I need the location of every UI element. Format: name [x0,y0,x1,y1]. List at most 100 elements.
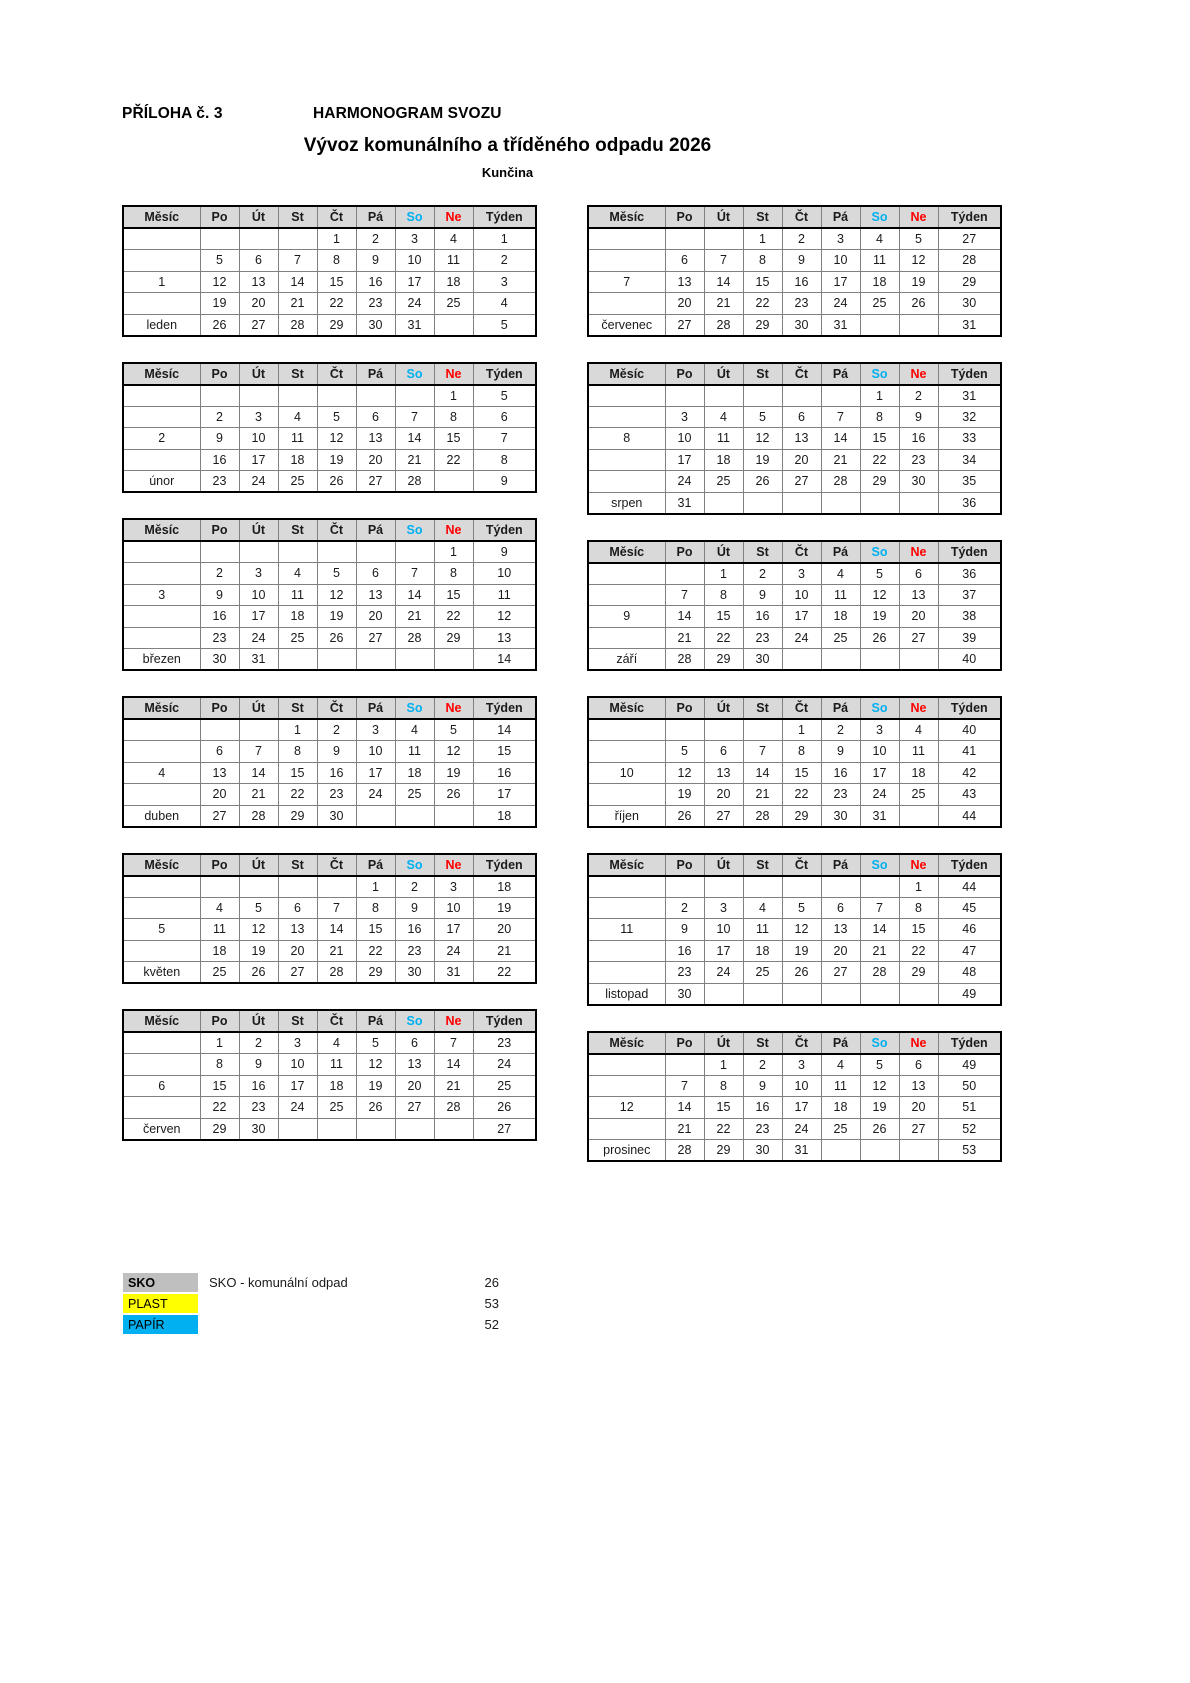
day-cell-empty [433,804,474,827]
day-cell: 13 [355,427,396,450]
column-header-sun: Ne [433,205,474,229]
day-cell: 30 [238,1117,279,1140]
week-number-cell: 31 [937,384,1002,407]
month-table-12: Měsíc Po Út St Čt Pá So Ne Týden 1 2 3 4 5 6 49 7 8 9 10 11 1… [587,1030,1002,1162]
week-number-cell: 7 [472,427,537,450]
week-number-cell: 49 [937,1053,1002,1076]
week-number-cell: 9 [472,540,537,563]
day-cell-empty [664,227,705,250]
day-cell: 6 [898,1053,939,1076]
month-label-spacer [587,783,666,806]
day-cell: 25 [859,292,900,315]
day-cell: 10 [277,1053,318,1076]
day-cell: 27 [394,1096,435,1119]
week-row: 20 21 22 23 24 25 26 30 [587,292,1002,315]
month-label-spacer [587,1053,666,1076]
day-cell: 22 [433,448,474,471]
day-cell-empty [898,804,939,827]
day-cell: 24 [238,470,279,493]
day-cell: 3 [355,718,396,741]
day-cell-empty [703,491,744,514]
day-cell: 8 [703,583,744,606]
week-row: 19 20 21 22 23 24 25 43 [587,783,1002,806]
day-cell: 19 [859,1096,900,1119]
day-cell: 14 [433,1053,474,1076]
week-number-cell: 23 [472,1031,537,1054]
week-row: 8 10 11 12 13 14 15 16 33 [587,427,1002,450]
month-name-cell: březen [122,648,201,671]
day-cell: 28 [859,961,900,984]
month-table-3: Měsíc Po Út St Čt Pá So Ne Týden 1 9 2 3 4 5 6 7 8 10 3 9 10 1… [122,518,537,671]
column-header-wed: St [277,205,318,229]
day-cell: 28 [316,961,357,984]
month-block-8: Měsíc Po Út St Čt Pá So Ne Týden 1 2 31 3 4 5 6 7 8 9 32 8 10… [587,361,1002,515]
day-cell-empty [316,1117,357,1140]
week-row: 10 12 13 14 15 16 17 18 42 [587,761,1002,784]
week-number-cell: 14 [472,718,537,741]
day-cell: 20 [277,939,318,962]
column-header-sat: So [859,853,900,877]
day-cell: 10 [859,740,900,763]
week-row: 18 19 20 21 22 23 24 21 [122,939,537,962]
month-label-spacer [587,583,666,606]
month-block-10: Měsíc Po Út St Čt Pá So Ne Týden 1 2 3 4 40 5 6 7 8 9 10 11 4… [587,696,1002,828]
day-cell: 21 [742,783,783,806]
day-cell: 12 [199,270,240,293]
day-cell: 29 [703,1139,744,1162]
column-header-sun: Ne [898,1031,939,1055]
day-cell: 29 [703,648,744,671]
column-header-fri: Pá [820,362,861,386]
month-label-spacer [122,562,201,585]
day-cell: 7 [316,896,357,919]
table-header-row: Měsíc Po Út St Čt Pá So Ne Týden [122,1009,537,1033]
day-cell: 30 [316,804,357,827]
day-cell: 4 [703,405,744,428]
week-number-cell: 13 [472,626,537,649]
day-cell: 29 [742,313,783,336]
day-cell: 3 [394,227,435,250]
day-cell-empty [238,875,279,898]
day-cell-empty [394,1117,435,1140]
day-cell: 31 [781,1139,822,1162]
column-header-month: Měsíc [587,540,666,564]
day-cell: 27 [277,961,318,984]
week-number-cell: 33 [937,427,1002,450]
day-cell-empty [742,491,783,514]
day-cell: 12 [316,583,357,606]
day-cell: 6 [703,740,744,763]
day-cell: 4 [859,227,900,250]
month-label-spacer [587,227,666,250]
day-cell: 4 [199,896,240,919]
day-cell: 20 [199,783,240,806]
column-header-sat: So [859,1031,900,1055]
table-header-row: Měsíc Po Út St Čt Pá So Ne Týden [122,205,537,229]
day-cell: 10 [820,249,861,272]
column-header-tue: Út [238,853,279,877]
day-cell-empty [703,718,744,741]
week-number-cell: 44 [937,875,1002,898]
day-cell: 29 [859,470,900,493]
day-cell: 9 [781,249,822,272]
column-header-week: Týden [937,1031,1002,1055]
day-cell-empty [781,875,822,898]
week-number-cell: 47 [937,939,1002,962]
day-cell: 3 [433,875,474,898]
day-cell: 8 [433,562,474,585]
week-row: 1 12 13 14 15 16 17 18 3 [122,270,537,293]
day-cell-empty [742,875,783,898]
day-cell: 26 [316,470,357,493]
column-header-mon: Po [199,1009,240,1033]
column-header-thu: Čt [316,205,357,229]
day-cell: 14 [277,270,318,293]
day-cell: 15 [433,427,474,450]
day-cell: 12 [316,427,357,450]
column-header-fri: Pá [820,1031,861,1055]
week-number-cell: 30 [937,292,1002,315]
week-number-cell: 18 [472,804,537,827]
day-cell: 15 [781,761,822,784]
column-header-wed: St [742,362,783,386]
day-cell: 30 [781,313,822,336]
day-cell: 2 [238,1031,279,1054]
day-cell: 27 [898,626,939,649]
day-cell-empty [820,982,861,1005]
